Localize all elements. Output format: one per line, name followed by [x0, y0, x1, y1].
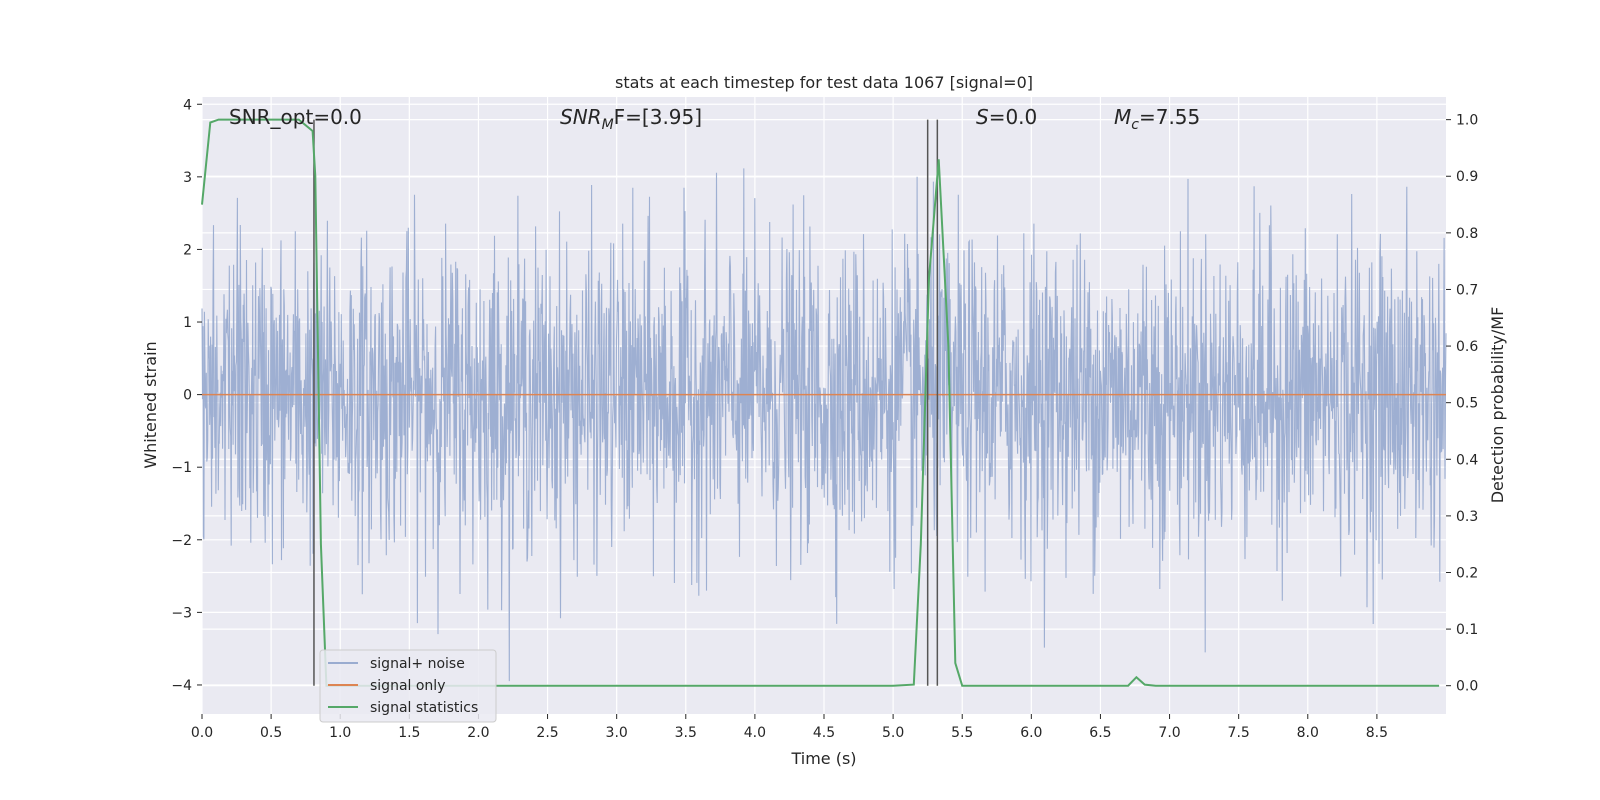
annotation-s-rest: =0.0 — [989, 105, 1038, 129]
legend-box — [319, 649, 497, 723]
legend-label-signal-statistics: signal statistics — [370, 700, 478, 716]
x-tick-label: 3.0 — [606, 725, 628, 741]
x-tick-label: 4.5 — [813, 725, 835, 741]
y-right-tick-label: 0.4 — [1456, 452, 1478, 468]
x-tick-label: 7.5 — [1228, 725, 1250, 741]
y-right-tick-label: 0.3 — [1456, 509, 1478, 525]
y-left-tick-label: 1 — [183, 315, 192, 331]
y-left-tick-label: −2 — [171, 533, 192, 549]
y-left-tick-label: 0 — [183, 388, 192, 404]
noise-line — [201, 168, 1447, 682]
y-right-tick-label: 1.0 — [1456, 113, 1478, 129]
x-axis-label: Time (s) — [790, 749, 856, 768]
event-markers — [313, 119, 939, 686]
series-signal-statistics — [201, 118, 1440, 687]
axis-ticks: 0.0 0.5 1.0 1.5 2.0 2.5 3.0 3.5 4.0 4.5 5.0 5.5 6.0 6… — [171, 97, 1478, 741]
y-right-tick-label: 0.6 — [1456, 339, 1478, 355]
x-tick-label: 0.0 — [191, 725, 213, 741]
annotation-snr-opt: SNR_opt=0.0 — [229, 105, 362, 129]
y-axis-label-left: Whitened strain — [141, 341, 160, 468]
y-right-tick-label: 0.5 — [1456, 396, 1478, 412]
y-right-tick-label: 0.7 — [1456, 282, 1478, 298]
annotation-snr-mf-rest: F=[3.95] — [614, 105, 702, 129]
annotation-mc: Mc=7.55 — [1114, 105, 1200, 133]
x-tick-label: 1.0 — [329, 725, 351, 741]
legend-label-signal-noise: signal+ noise — [370, 656, 465, 672]
annotation-mc-rest: =7.55 — [1139, 105, 1200, 129]
x-tick-label: 2.0 — [467, 725, 489, 741]
annotation-snr-mf-main: SNR — [560, 105, 602, 129]
legend: signal+ noise signal only signal statist… — [319, 649, 497, 723]
annotation-mc-main: M — [1114, 105, 1131, 129]
y-left-tick-label: 4 — [183, 97, 192, 113]
annotation-snr-mf: SNRMF=[3.95] — [560, 105, 702, 133]
x-tick-label: 3.5 — [675, 725, 697, 741]
x-tick-label: 0.5 — [260, 725, 282, 741]
annotation-mc-sub: c — [1131, 117, 1139, 133]
y-left-tick-label: 2 — [183, 242, 192, 258]
annotation-snr-mf-sub: M — [602, 117, 614, 133]
x-tick-label: 8.5 — [1366, 725, 1388, 741]
series-signal-noise — [201, 168, 1447, 682]
y-left-tick-label: −4 — [171, 678, 192, 694]
x-tick-label: 8.0 — [1297, 725, 1319, 741]
y-right-tick-label: 0.9 — [1456, 169, 1478, 185]
y-right-tick-label: 0.2 — [1456, 565, 1478, 581]
x-tick-label: 7.0 — [1158, 725, 1180, 741]
annotation-s-main: S — [976, 105, 989, 129]
x-tick-label: 6.0 — [1020, 725, 1042, 741]
x-tick-label: 2.5 — [536, 725, 558, 741]
x-tick-label: 1.5 — [398, 725, 420, 741]
y-left-tick-label: −3 — [171, 605, 192, 621]
y-left-tick-label: −1 — [171, 460, 192, 476]
x-tick-label: 4.0 — [744, 725, 766, 741]
y-left-tick-label: 3 — [183, 170, 192, 186]
annotation-s: S=0.0 — [976, 105, 1037, 129]
x-tick-label: 5.0 — [882, 725, 904, 741]
x-tick-label: 5.5 — [951, 725, 973, 741]
signal-statistics-line — [201, 118, 1440, 687]
y-right-tick-label: 0.8 — [1456, 226, 1478, 242]
y-right-tick-label: 0.1 — [1456, 622, 1478, 638]
legend-label-signal-only: signal only — [370, 678, 445, 694]
y-axis-label-right: Detection probability/MF — [1488, 307, 1507, 504]
y-right-tick-label: 0.0 — [1456, 679, 1478, 695]
chart-title: stats at each timestep for test data 106… — [615, 73, 1033, 92]
x-tick-label: 6.5 — [1089, 725, 1111, 741]
